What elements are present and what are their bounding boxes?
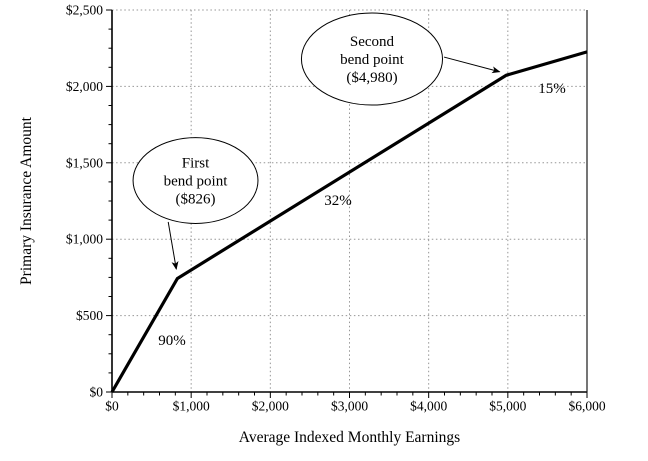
callout-text-line: ($4,980) bbox=[346, 70, 397, 86]
callout-text-line: First bbox=[182, 156, 210, 172]
y-tick-label-1000: $1,000 bbox=[66, 232, 103, 247]
x-tick-label-5000: $5,000 bbox=[489, 399, 526, 414]
rate-label-90pct: 90% bbox=[158, 333, 186, 349]
callout-arrow bbox=[443, 56, 501, 74]
y-tick-label-1500: $1,500 bbox=[66, 155, 103, 170]
x-tick-label-0: $0 bbox=[105, 399, 119, 414]
callout-ellipse bbox=[132, 137, 259, 224]
callout-text-line: bend point bbox=[340, 52, 405, 68]
pia-line bbox=[110, 50, 588, 393]
x-tick-label-2000: $2,000 bbox=[252, 399, 289, 414]
callout-second-bend-point: Second bend point ($4,980) bbox=[300, 12, 501, 106]
callout-text-line: ($826) bbox=[176, 192, 216, 208]
callout-first-bend-point: First bend point ($826) bbox=[132, 137, 259, 270]
y-axis-title: Primary Insurance Amount bbox=[18, 117, 35, 285]
x-tick-label-6000: $6,000 bbox=[568, 399, 605, 414]
rate-label-32pct: 32% bbox=[324, 193, 352, 209]
x-tick-label-3000: $3,000 bbox=[331, 399, 368, 414]
callout-text-line: Second bbox=[350, 34, 395, 50]
callout-arrow bbox=[167, 221, 179, 270]
callout-ellipse bbox=[300, 12, 444, 106]
x-tick-label-1000: $1,000 bbox=[173, 399, 210, 414]
x-tick-label-4000: $4,000 bbox=[410, 399, 447, 414]
callout-text-line: bend point bbox=[164, 174, 229, 190]
y-tick-label-2000: $2,000 bbox=[66, 79, 103, 94]
y-tick-label-2500: $2,500 bbox=[66, 3, 103, 18]
y-tick-label-500: $500 bbox=[76, 308, 103, 323]
y-tick-label-0: $0 bbox=[90, 385, 104, 400]
rate-label-15pct: 15% bbox=[538, 81, 566, 97]
x-axis-title: Average Indexed Monthly Earnings bbox=[238, 429, 461, 446]
